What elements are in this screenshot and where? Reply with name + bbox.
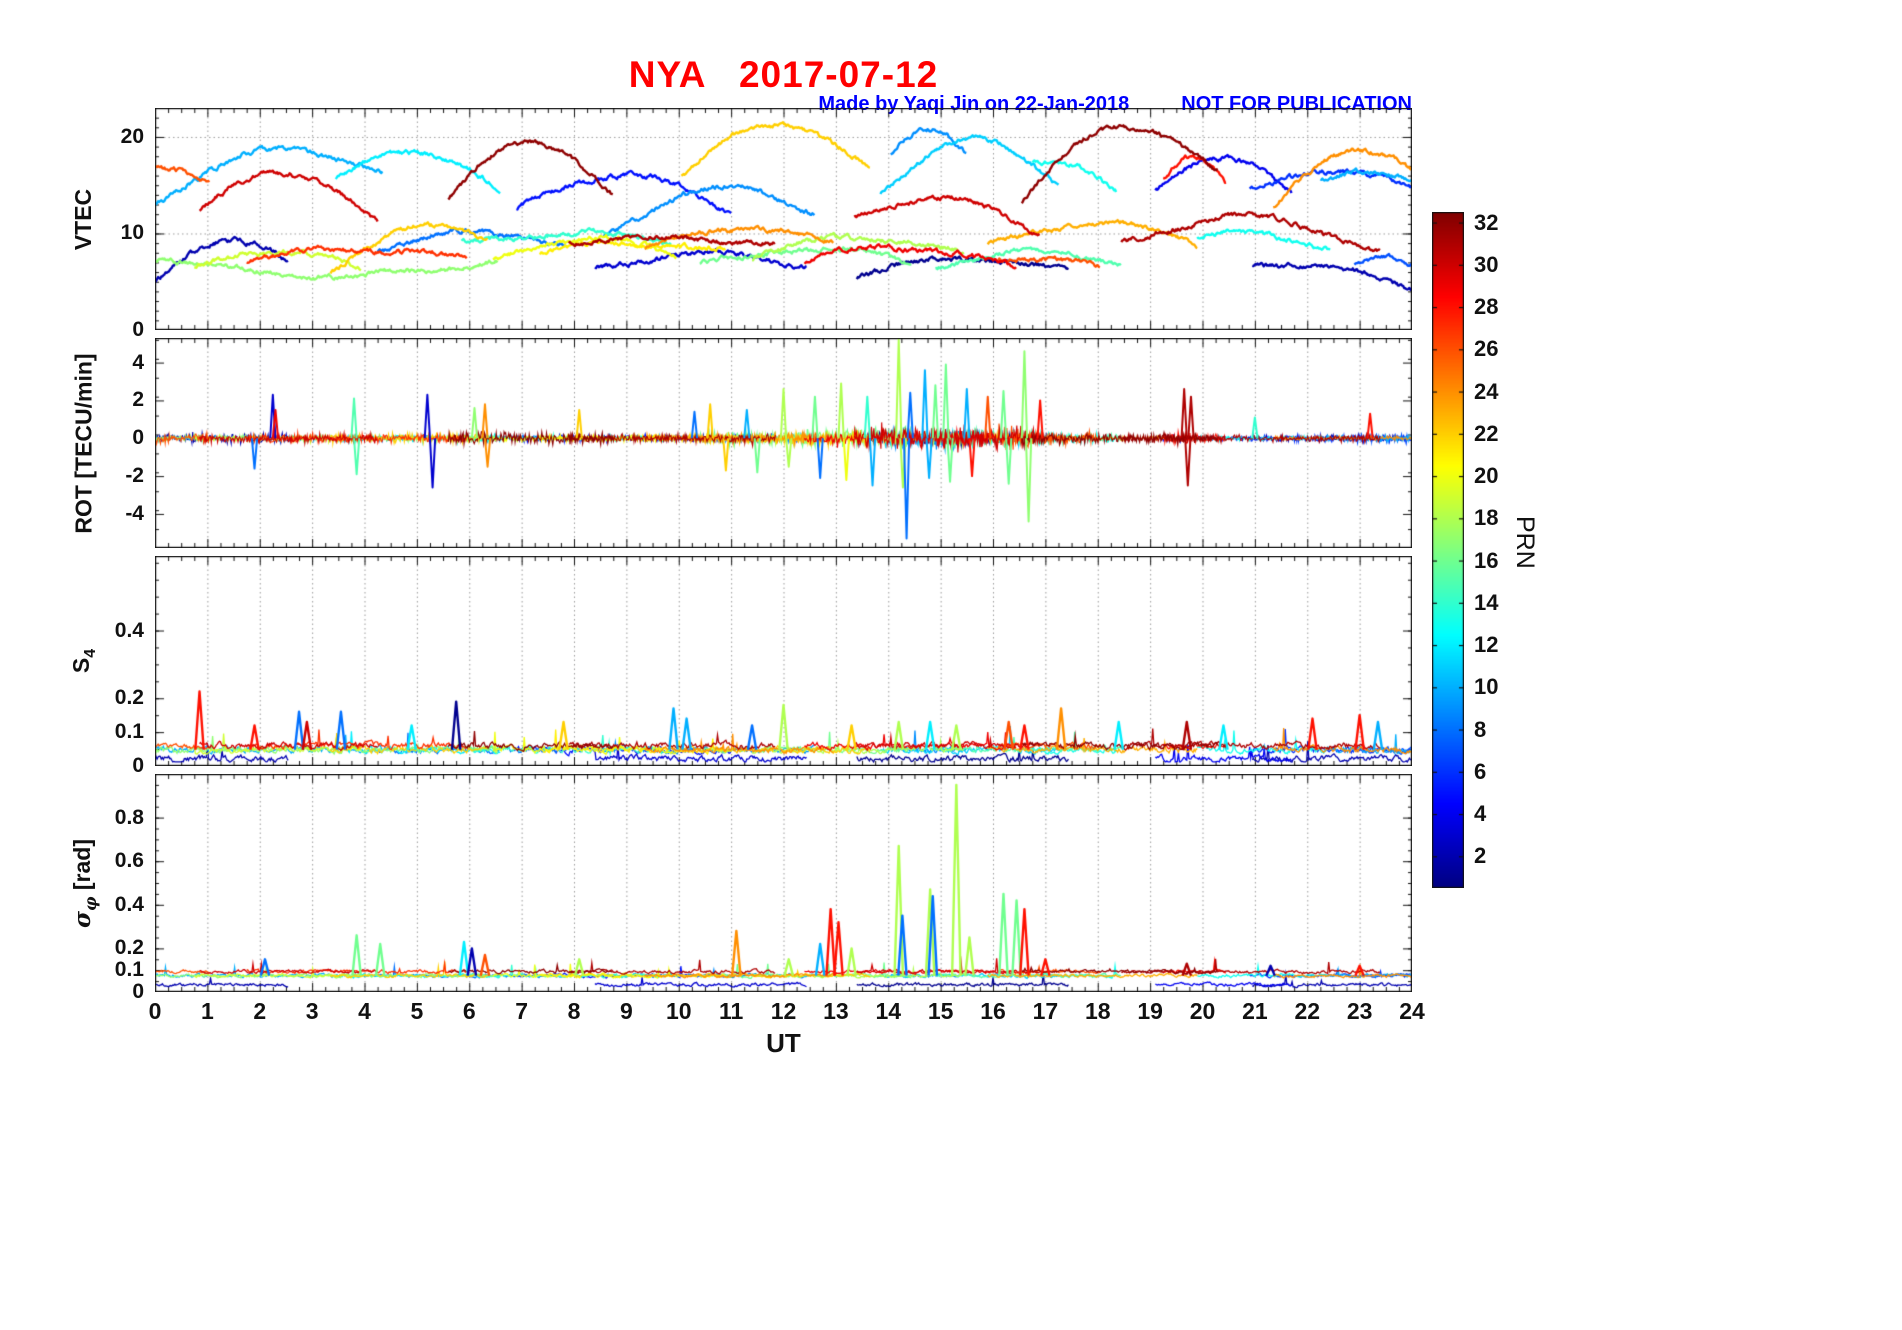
y-tick-label-s4: 0 bbox=[132, 754, 144, 777]
chart-title: NYA 2017-07-12 bbox=[628, 54, 939, 95]
y-tick-label-sigma_phi: 0.1 bbox=[114, 958, 144, 982]
colorbar-tick-label: 8 bbox=[1474, 716, 1487, 742]
colorbar-tick-label: 24 bbox=[1474, 378, 1499, 404]
y-tick-label-sigma_phi: 0 bbox=[132, 980, 144, 1003]
y-tick-label-rot: -2 bbox=[125, 464, 144, 488]
colorbar-tick-label: 6 bbox=[1474, 758, 1487, 784]
x-axis-label: UT bbox=[766, 1028, 801, 1058]
x-tick-label: 14 bbox=[875, 998, 902, 1024]
x-tick-label: 15 bbox=[927, 998, 954, 1024]
x-tick-label: 17 bbox=[1032, 998, 1059, 1024]
ylabel-part: S bbox=[68, 657, 94, 674]
y-tick-label-s4: 0.1 bbox=[114, 720, 144, 744]
x-tick-label: 22 bbox=[1294, 998, 1321, 1024]
colorbar-tick-label: 18 bbox=[1474, 505, 1499, 531]
colorbar-tick-label: 12 bbox=[1474, 632, 1499, 658]
x-tick-label: 9 bbox=[619, 998, 633, 1024]
x-tick-label: 20 bbox=[1189, 998, 1216, 1024]
sigma_phi-plot-canvas bbox=[155, 774, 1412, 992]
rot-plot-canvas bbox=[155, 338, 1412, 548]
x-tick-label: 2 bbox=[253, 998, 267, 1024]
x-tick-label: 19 bbox=[1137, 998, 1163, 1024]
y-tick-label-sigma_phi: 0.8 bbox=[114, 805, 144, 829]
colorbar-tick-label: 20 bbox=[1474, 463, 1499, 489]
y-tick-label-sigma_phi: 0.4 bbox=[114, 892, 144, 916]
x-tick-label: 12 bbox=[770, 998, 797, 1024]
colorbar-tick-label: 28 bbox=[1474, 294, 1499, 320]
x-tick-label: 10 bbox=[665, 998, 692, 1024]
y-tick-label-rot: 0 bbox=[132, 426, 144, 450]
colorbar-axis-label: PRN bbox=[1511, 516, 1539, 569]
colorbar-tick-label: 14 bbox=[1474, 589, 1499, 615]
ylabel-part: 4 bbox=[82, 648, 99, 658]
y-tick-label-vtec: 0 bbox=[132, 318, 144, 341]
y-tick-label-vtec: 10 bbox=[120, 221, 144, 245]
colorbar-tick-label: 4 bbox=[1474, 801, 1487, 827]
x-tick-label: 23 bbox=[1346, 998, 1373, 1024]
x-tick-label: 8 bbox=[567, 998, 581, 1024]
colorbar-tick-label: 22 bbox=[1474, 420, 1499, 446]
colorbar-tick-label: 16 bbox=[1474, 547, 1499, 573]
prn-colorbar bbox=[1432, 212, 1464, 888]
colorbar-tick-label: 32 bbox=[1474, 209, 1499, 235]
x-tick-label: 6 bbox=[462, 998, 476, 1024]
x-tick-label: 24 bbox=[1399, 998, 1425, 1024]
y-tick-label-sigma_phi: 0.2 bbox=[114, 936, 144, 960]
y-tick-label-rot: 4 bbox=[132, 350, 144, 374]
y-tick-label-vtec: 20 bbox=[120, 124, 144, 148]
colorbar-tick-label: 30 bbox=[1474, 251, 1499, 277]
x-tick-label: 0 bbox=[148, 998, 162, 1024]
y-tick-label-rot: 2 bbox=[132, 388, 144, 412]
x-tick-label: 1 bbox=[200, 998, 214, 1024]
x-tick-label: 5 bbox=[410, 998, 424, 1024]
y-tick-label-sigma_phi: 0.6 bbox=[114, 849, 144, 873]
x-tick-label: 11 bbox=[718, 998, 744, 1024]
x-tick-label: 16 bbox=[980, 998, 1006, 1024]
y-tick-label-rot: -4 bbox=[125, 501, 144, 525]
colorbar-tick-label: 26 bbox=[1474, 336, 1499, 362]
colorbar-tick-label: 10 bbox=[1474, 674, 1499, 700]
y-tick-label-s4: 0.4 bbox=[114, 618, 144, 642]
ylabel-text-s4: S4 bbox=[68, 649, 100, 673]
y-tick-label-s4: 0.2 bbox=[114, 686, 144, 710]
vtec-plot-canvas bbox=[155, 108, 1412, 330]
x-tick-label: 13 bbox=[823, 998, 849, 1024]
colorbar-tick-label: 2 bbox=[1474, 843, 1487, 869]
x-tick-label: 3 bbox=[305, 998, 319, 1024]
x-tick-label: 18 bbox=[1084, 998, 1111, 1024]
s4-plot-canvas bbox=[155, 556, 1412, 766]
x-tick-label: 7 bbox=[515, 998, 529, 1024]
x-tick-label: 21 bbox=[1242, 998, 1268, 1024]
x-tick-label: 4 bbox=[358, 998, 371, 1024]
